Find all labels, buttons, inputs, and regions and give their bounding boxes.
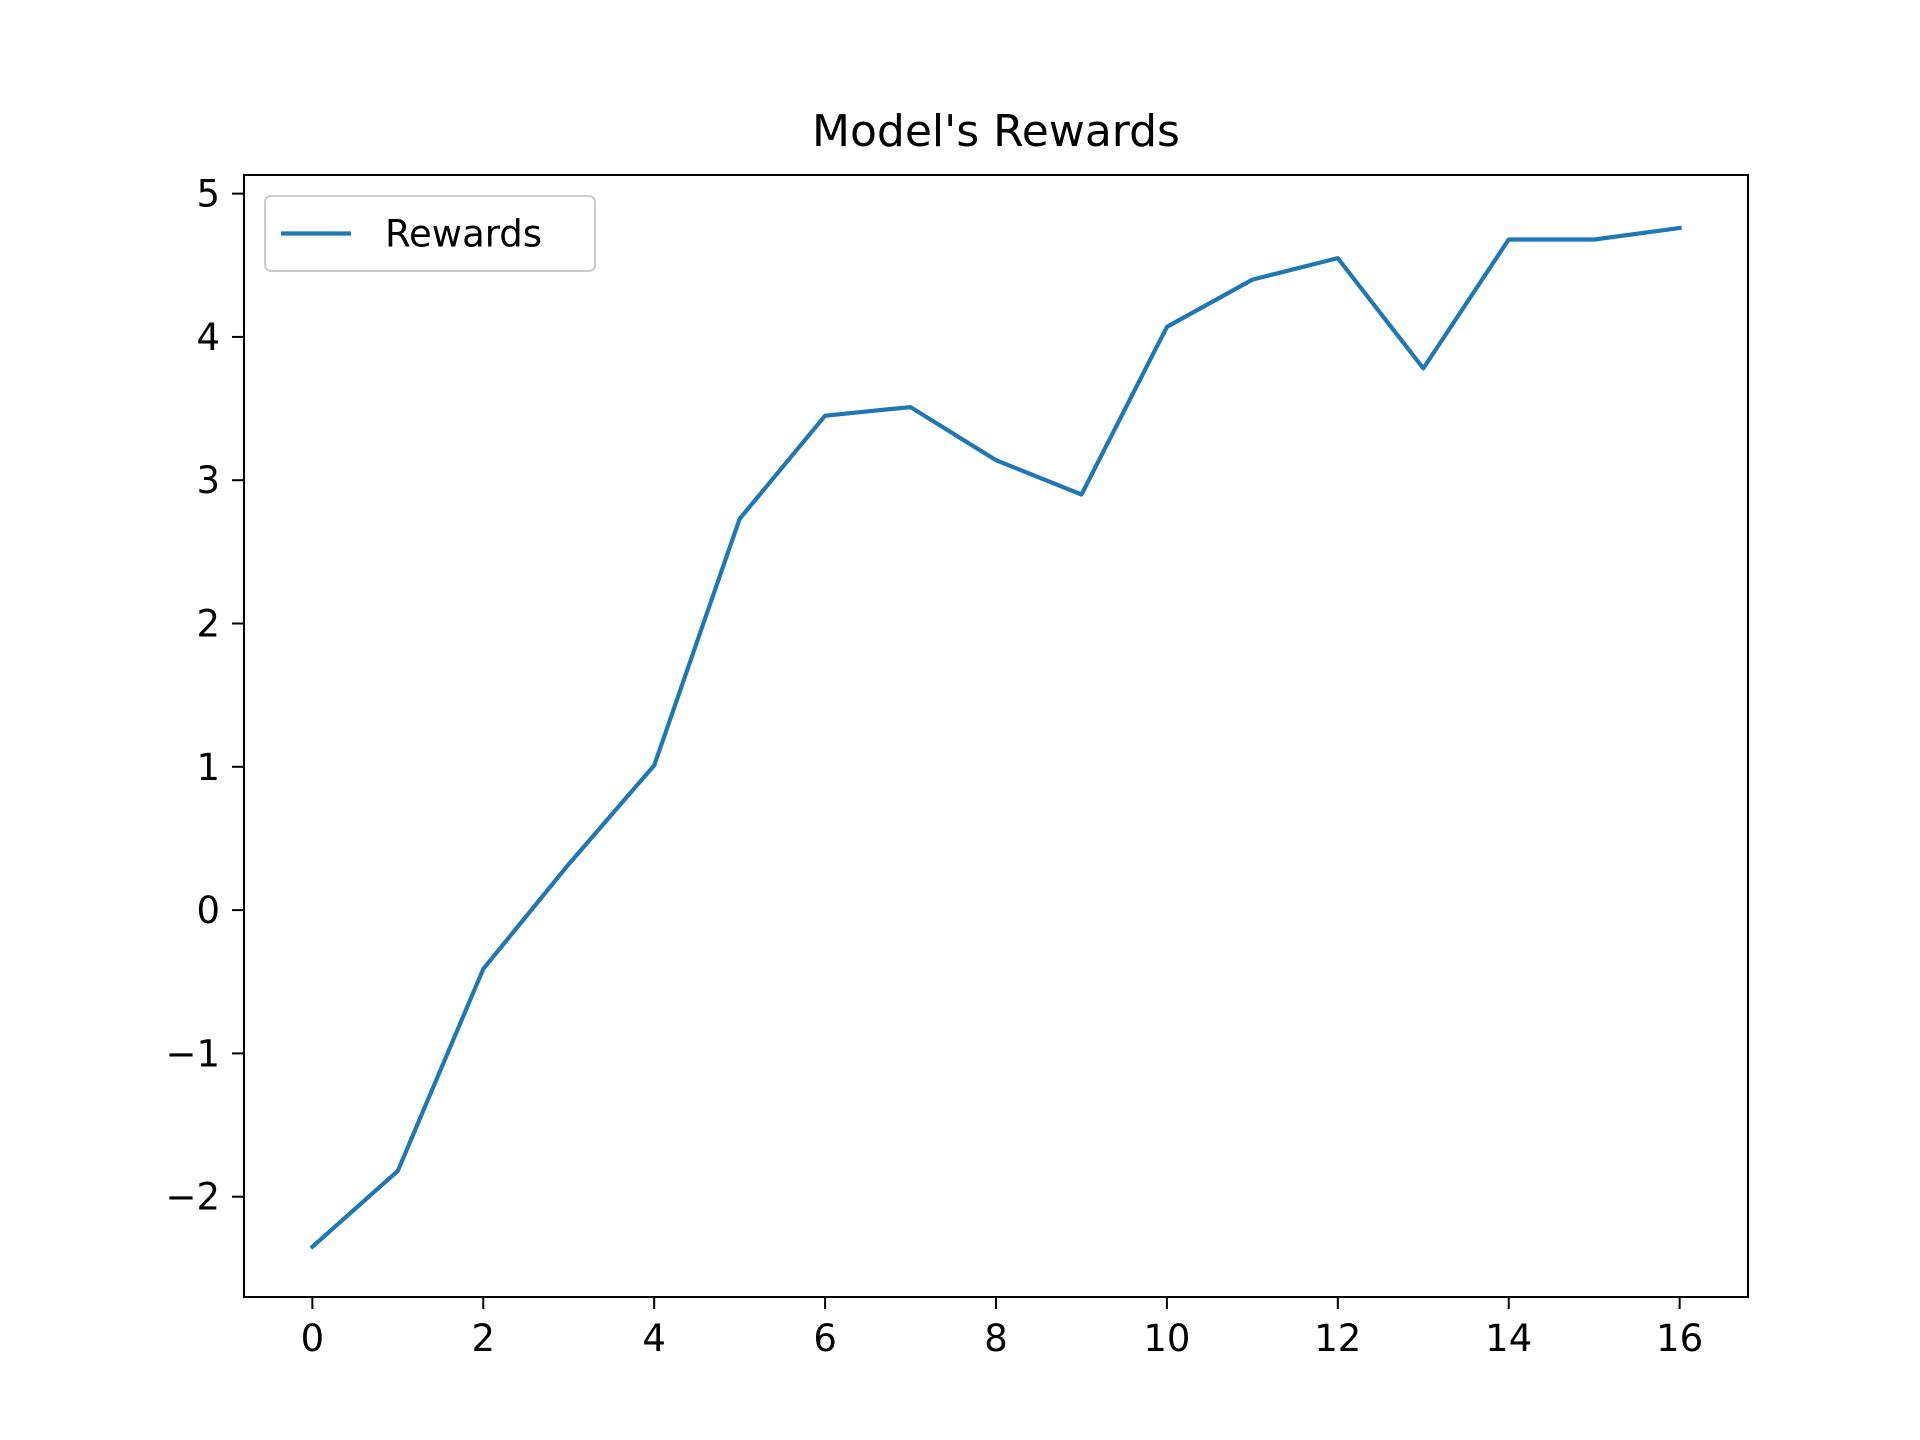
y-tick-label: 4 [196,316,220,359]
chart-title: Model's Rewards [812,106,1180,157]
x-tick-label: 4 [642,1317,666,1360]
y-tick-label: 5 [196,173,220,216]
x-tick-label: 0 [301,1317,325,1360]
x-tick-label: 14 [1485,1317,1532,1360]
legend: Rewards [264,195,596,272]
x-tick-label: 8 [984,1317,1008,1360]
x-tick-label: 6 [813,1317,837,1360]
y-tick-label: 2 [196,603,220,646]
x-tick-label: 2 [471,1317,495,1360]
series-line-rewards [309,225,1682,1250]
y-tick-label: 1 [196,746,220,789]
legend-box [264,195,596,272]
y-tick-label: −1 [165,1032,220,1075]
plot-area [309,225,1682,1250]
y-tick-label: −2 [165,1176,220,1219]
y-tick-label: 3 [196,459,220,502]
y-tick-label: 0 [196,889,220,932]
x-tick-label: 10 [1143,1317,1190,1360]
legend-label: Rewards [385,213,542,256]
x-tick-label: 12 [1314,1317,1361,1360]
x-tick-label: 16 [1656,1317,1703,1360]
